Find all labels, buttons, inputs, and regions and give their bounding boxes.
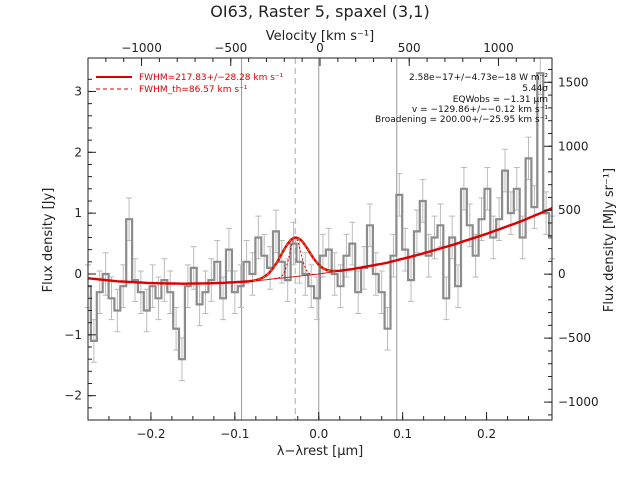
legend-thermal-label: FWHM_th=86.57 km s⁻¹ — [139, 85, 248, 95]
y-axis-label: Flux density [Jy] — [41, 188, 56, 293]
right-tick-label: 500 — [558, 203, 581, 217]
chart-title: OI63, Raster 5, spaxel (3,1) — [210, 2, 429, 21]
y-tick-label: −1 — [64, 328, 82, 342]
annotation-3: v = −129.86+/−−0.12 km s⁻¹ — [412, 105, 548, 115]
axis-ticks: −0.2 −0.1 0.0 0.1 0.2 −1000 −500 0 500 1000 −2 −1 0 1… — [64, 41, 598, 441]
annotation-2: EQWobs = −1.31 μm — [453, 95, 548, 105]
x-tick-label: 0.2 — [477, 427, 496, 441]
y-tick-label: 2 — [74, 145, 82, 159]
right-tick-label: −1000 — [558, 395, 599, 409]
spectrum-series — [88, 72, 552, 361]
annotation-4: Broadening = 200.00+/−25.95 km s⁻¹ — [375, 115, 548, 125]
x-tick-label: 0.0 — [309, 427, 328, 441]
y-tick-label: 1 — [74, 206, 82, 220]
right-tick-label: 0 — [558, 267, 566, 281]
right-tick-label: −500 — [558, 331, 591, 345]
x-axis-label: λ−λrest [μm] — [277, 444, 363, 459]
top-tick-label: −1000 — [121, 41, 162, 55]
y-tick-label: 3 — [74, 84, 82, 98]
x-tick-label: −0.1 — [220, 427, 249, 441]
top-tick-label: 0 — [316, 41, 324, 55]
legend: FWHM=217.83+/−28.28 km s⁻¹ FWHM_th=86.57 … — [96, 73, 284, 95]
fit-series — [87, 207, 553, 285]
top-axis-label: Velocity [km s⁻¹] — [266, 29, 374, 44]
right-tick-label: 1500 — [558, 75, 589, 89]
y-tick-label: 0 — [74, 267, 82, 281]
legend-fit-label: FWHM=217.83+/−28.28 km s⁻¹ — [139, 73, 284, 83]
spectrum-line — [88, 72, 552, 361]
annotation-1: 5.44σ — [522, 84, 548, 94]
annotation-0: 2.58e−17+/−4.73e−18 W m⁻² — [409, 73, 548, 83]
x-tick-label: −0.2 — [136, 427, 165, 441]
y-tick-label: −2 — [64, 389, 82, 403]
fit-thermal-line — [274, 237, 317, 280]
top-tick-label: 500 — [398, 41, 421, 55]
right-tick-label: 1000 — [558, 139, 589, 153]
top-tick-label: 1000 — [483, 41, 514, 55]
top-tick-label: −500 — [214, 41, 247, 55]
x-tick-label: 0.1 — [393, 427, 412, 441]
right-axis-label: Flux density [MJy sr⁻¹] — [602, 168, 617, 312]
